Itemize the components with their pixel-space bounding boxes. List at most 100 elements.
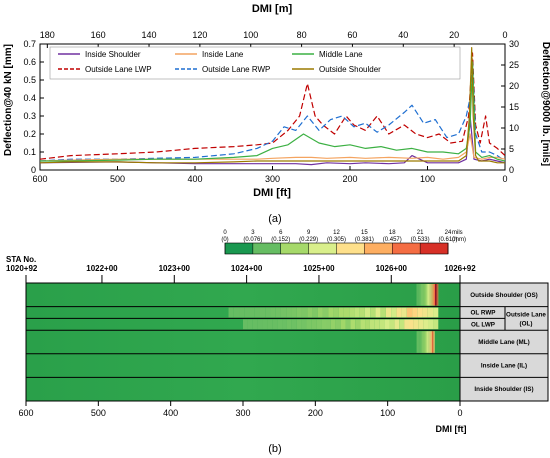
colorbar-mils-label: 21	[417, 230, 424, 236]
heatmap-cell	[426, 331, 428, 353]
heatmap-cell	[419, 284, 420, 306]
heatmap-cell	[433, 307, 439, 318]
row-label: Middle Lane (ML)	[478, 339, 529, 346]
colorbar-mm-label: (0)	[221, 237, 228, 243]
heatmap-cell	[424, 284, 425, 306]
heatmap-cell	[417, 331, 419, 353]
heatmap-cell	[228, 307, 234, 318]
right-tick-label: 30	[509, 39, 519, 49]
left-tick-label: 0.3	[23, 111, 36, 121]
bottom-tick-label: 400	[187, 174, 202, 184]
heatmap-cell	[406, 307, 413, 318]
heatmap-cell	[423, 284, 424, 306]
colorbar-mils-label: 18	[389, 230, 396, 236]
top-tick-label: 160	[91, 30, 106, 40]
heatmap-cell	[282, 319, 287, 330]
heatmap-cell	[437, 284, 438, 306]
heatmap-cell	[418, 319, 424, 330]
heatmap-cell	[436, 284, 438, 306]
heatmap-cell	[420, 331, 422, 353]
heatmap-cell	[424, 331, 426, 353]
left-axis-ticks: 0 0.1 0.2 0.3 0.4 0.5 0.6 0.7	[23, 39, 44, 175]
row-label: Outside Shoulder (OS)	[470, 292, 538, 299]
top-tick-label: 120	[192, 30, 207, 40]
colorbar-segment	[308, 243, 337, 254]
heatmap-cell	[423, 319, 429, 330]
colorbar-mm-label: (0.305)	[327, 237, 346, 243]
right-tick-label: 20	[509, 81, 519, 91]
top-tick-label: 60	[347, 30, 357, 40]
heatmap-cell	[349, 307, 355, 318]
heatmap-x-tick-label: 600	[18, 408, 33, 418]
heatmap-x-tick-label: 100	[380, 408, 395, 418]
left-tick-label: 0.5	[23, 75, 36, 85]
heatmap-cell	[416, 284, 418, 306]
heatmap-cell	[433, 331, 434, 353]
heatmap-cell	[422, 284, 423, 306]
station-label: 1024+00	[231, 264, 263, 273]
heatmap-cell	[427, 331, 428, 353]
heatmap-cell	[252, 319, 258, 330]
heatmap-cell	[425, 284, 426, 306]
right-tick-label: 0	[509, 165, 514, 175]
colorbar-mils-label: 3	[251, 230, 255, 236]
heatmap-cell	[420, 284, 421, 306]
heatmap-cell	[435, 284, 437, 306]
colorbar-segment	[364, 243, 393, 254]
heatmap-cell	[291, 319, 297, 330]
heatmap-cell	[418, 284, 419, 306]
legend-label: Outside Lane RWP	[202, 65, 270, 74]
heatmap-cell	[417, 284, 418, 306]
heatmap-x-title: DMI [ft]	[436, 424, 467, 434]
heatmap-cell	[384, 319, 390, 330]
heatmap-cell	[428, 319, 434, 330]
row-label: Inside Lane (IL)	[481, 363, 527, 370]
top-tick-label: 180	[40, 30, 55, 40]
heatmap-cell	[427, 284, 429, 306]
station-axis-title: STA No.	[6, 255, 36, 264]
heatmap-cell	[437, 284, 439, 306]
colorbar: 0(0)3(0.076)6(0.152)9(0.229)12(0.305)15(…	[221, 230, 466, 255]
left-axis-title: Deflection@40 kN [mm]	[3, 44, 14, 156]
colorbar-mils-label: 15	[361, 230, 368, 236]
heatmap-cell	[301, 307, 308, 318]
heatmap-cell	[429, 284, 431, 306]
colorbar-segment	[392, 243, 421, 254]
heatmap-cell	[374, 319, 380, 330]
colorbar-segment	[225, 243, 254, 254]
heatmap-cell	[335, 319, 341, 330]
heatmap-cell	[272, 319, 278, 330]
heatmap-cell	[422, 331, 424, 353]
right-tick-label: 10	[509, 123, 519, 133]
heatmap-cell	[291, 307, 297, 318]
heatmap-cell	[375, 307, 381, 318]
heatmap-cell	[425, 284, 427, 306]
heatmap-cell	[421, 284, 423, 306]
heatmap-cell	[433, 284, 435, 306]
heatmap-cell	[389, 319, 395, 330]
heatmap-cell	[423, 331, 425, 353]
legend-box	[49, 46, 461, 80]
top-tick-label: 0	[502, 30, 507, 40]
heatmap-cell	[330, 319, 336, 330]
heatmap-cell	[427, 331, 429, 353]
heatmap-cell	[426, 284, 428, 306]
left-tick-label: 0.7	[23, 39, 36, 49]
label-column-background	[459, 282, 549, 402]
left-tick-label: 0.4	[23, 93, 36, 103]
heatmap-cell	[422, 284, 424, 306]
top-tick-label: 40	[398, 30, 408, 40]
heatmap-background	[26, 283, 460, 401]
colorbar-mm-label: (0.610)	[438, 237, 457, 243]
heatmap-cell	[316, 319, 322, 330]
top-tick-label: 20	[449, 30, 459, 40]
heatmap-cell	[338, 307, 344, 318]
panel-label-b: (b)	[268, 443, 281, 455]
heatmap-cell	[417, 331, 419, 353]
colorbar-mm-label: (0.076)	[243, 237, 262, 243]
heatmap-cell	[301, 319, 307, 330]
heatmap-cell	[343, 307, 350, 318]
heatmap-cell	[419, 331, 421, 353]
heatmap-cell	[430, 284, 432, 306]
heatmap-cell	[359, 307, 365, 318]
